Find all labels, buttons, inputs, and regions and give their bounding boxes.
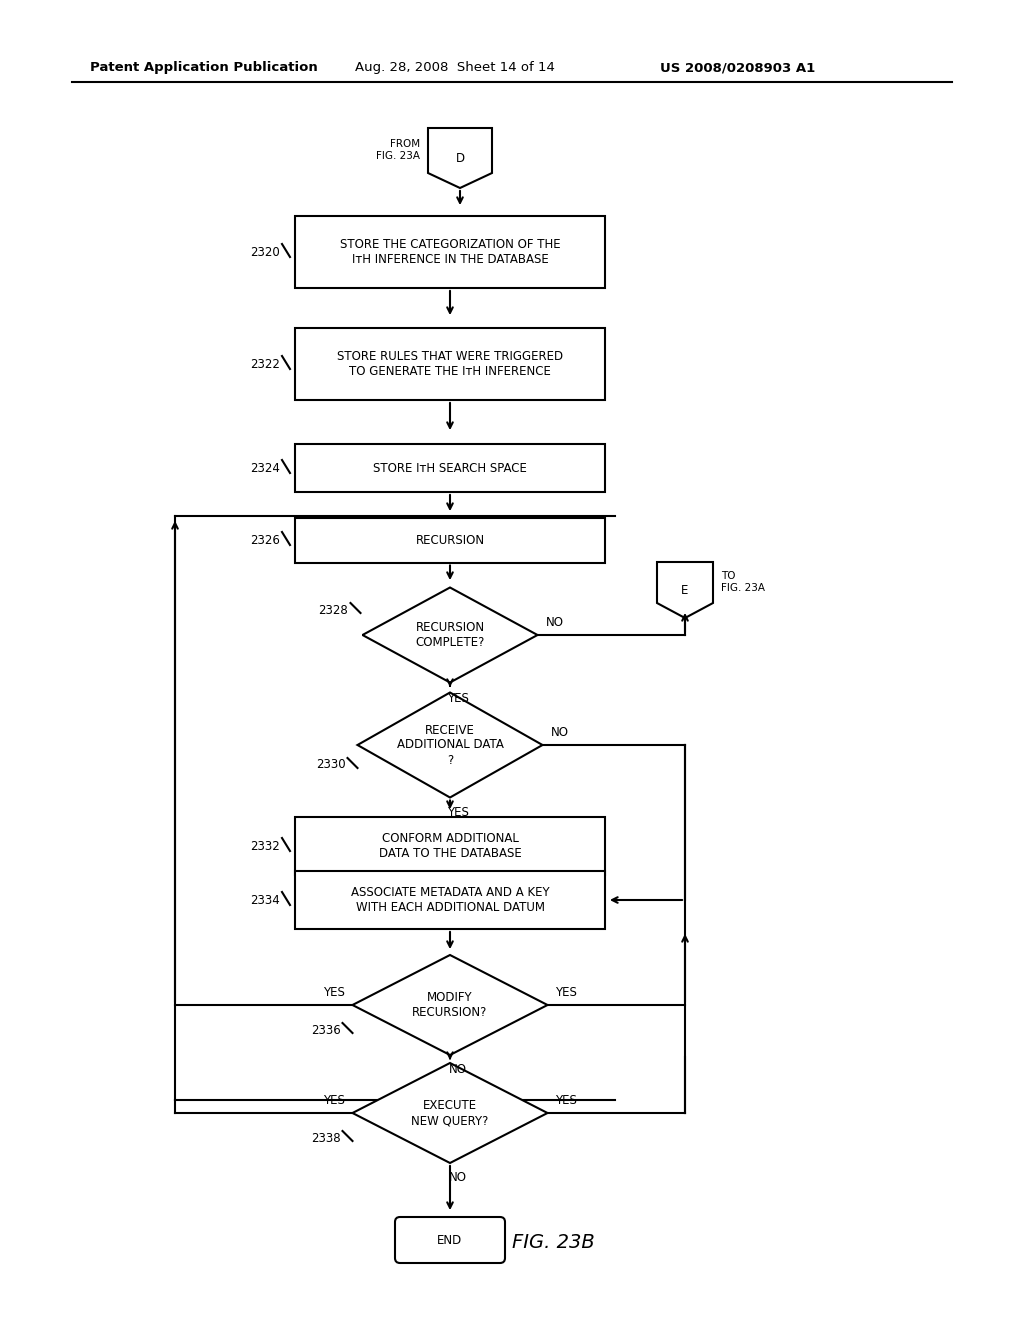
Text: 2334: 2334 <box>250 894 280 907</box>
Text: END: END <box>437 1233 463 1246</box>
Text: EXECUTE
NEW QUERY?: EXECUTE NEW QUERY? <box>412 1100 488 1127</box>
Text: TO
FIG. 23A: TO FIG. 23A <box>721 572 765 593</box>
Text: ASSOCIATE METADATA AND A KEY
WITH EACH ADDITIONAL DATUM: ASSOCIATE METADATA AND A KEY WITH EACH A… <box>350 886 549 913</box>
Text: 2332: 2332 <box>250 840 280 853</box>
Polygon shape <box>352 954 548 1055</box>
Text: 2330: 2330 <box>315 759 345 771</box>
Polygon shape <box>428 128 492 187</box>
Text: STORE RULES THAT WERE TRIGGERED
TO GENERATE THE IᴛH INFERENCE: STORE RULES THAT WERE TRIGGERED TO GENER… <box>337 350 563 378</box>
Text: STORE IᴛH SEARCH SPACE: STORE IᴛH SEARCH SPACE <box>373 462 527 474</box>
FancyBboxPatch shape <box>295 444 605 492</box>
Text: NO: NO <box>449 1063 467 1076</box>
FancyBboxPatch shape <box>395 1217 505 1263</box>
Text: YES: YES <box>555 986 578 999</box>
Text: MODIFY
RECURSION?: MODIFY RECURSION? <box>413 991 487 1019</box>
Text: RECURSION
COMPLETE?: RECURSION COMPLETE? <box>416 620 484 649</box>
Text: YES: YES <box>323 986 344 999</box>
Text: YES: YES <box>323 1094 344 1107</box>
Text: 2336: 2336 <box>310 1023 341 1036</box>
Text: FIG. 23B: FIG. 23B <box>512 1233 595 1251</box>
Text: US 2008/0208903 A1: US 2008/0208903 A1 <box>660 62 815 74</box>
Text: D: D <box>456 152 465 165</box>
Polygon shape <box>362 587 538 682</box>
Text: CONFORM ADDITIONAL
DATA TO THE DATABASE: CONFORM ADDITIONAL DATA TO THE DATABASE <box>379 832 521 861</box>
Polygon shape <box>657 562 713 618</box>
Text: 2322: 2322 <box>250 358 280 371</box>
Text: NO: NO <box>546 616 563 630</box>
Text: RECURSION: RECURSION <box>416 533 484 546</box>
Text: YES: YES <box>447 805 469 818</box>
Text: NO: NO <box>551 726 568 739</box>
Text: 2326: 2326 <box>250 533 280 546</box>
Text: NO: NO <box>449 1171 467 1184</box>
Polygon shape <box>352 1063 548 1163</box>
Text: RECEIVE
ADDITIONAL DATA
?: RECEIVE ADDITIONAL DATA ? <box>396 723 504 767</box>
FancyBboxPatch shape <box>295 327 605 400</box>
Polygon shape <box>357 693 543 797</box>
Text: Patent Application Publication: Patent Application Publication <box>90 62 317 74</box>
Text: STORE THE CATEGORIZATION OF THE
IᴛH INFERENCE IN THE DATABASE: STORE THE CATEGORIZATION OF THE IᴛH INFE… <box>340 238 560 267</box>
Text: 2328: 2328 <box>317 603 347 616</box>
Text: 2324: 2324 <box>250 462 280 474</box>
FancyBboxPatch shape <box>295 216 605 288</box>
FancyBboxPatch shape <box>295 517 605 562</box>
Text: YES: YES <box>447 693 469 705</box>
FancyBboxPatch shape <box>295 871 605 929</box>
Text: 2320: 2320 <box>250 246 280 259</box>
Text: YES: YES <box>555 1094 578 1107</box>
Text: E: E <box>681 583 689 597</box>
Text: FROM
FIG. 23A: FROM FIG. 23A <box>376 139 420 161</box>
Text: 2338: 2338 <box>311 1131 341 1144</box>
FancyBboxPatch shape <box>295 817 605 875</box>
Text: Aug. 28, 2008  Sheet 14 of 14: Aug. 28, 2008 Sheet 14 of 14 <box>355 62 555 74</box>
